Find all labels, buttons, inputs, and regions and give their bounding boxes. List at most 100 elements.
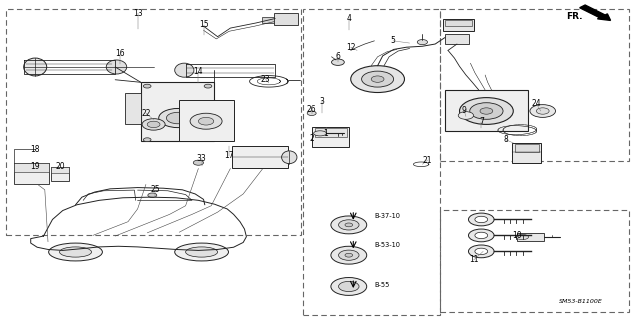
- Bar: [315, 128, 347, 137]
- Text: 19: 19: [30, 162, 40, 171]
- Ellipse shape: [186, 247, 218, 257]
- Circle shape: [143, 138, 151, 142]
- Bar: [125, 93, 141, 124]
- Circle shape: [331, 216, 367, 234]
- Ellipse shape: [175, 63, 194, 77]
- Text: FR.: FR.: [566, 12, 582, 21]
- Bar: [517, 233, 544, 241]
- Circle shape: [371, 76, 384, 82]
- Circle shape: [204, 138, 212, 142]
- Bar: [14, 163, 49, 184]
- Ellipse shape: [516, 234, 529, 240]
- Circle shape: [468, 213, 494, 226]
- Bar: [232, 146, 288, 168]
- Bar: [515, 144, 539, 152]
- Circle shape: [147, 121, 160, 128]
- Circle shape: [475, 248, 488, 255]
- Text: 12: 12: [346, 43, 355, 52]
- Bar: [262, 17, 274, 23]
- Circle shape: [480, 108, 493, 114]
- Text: 20: 20: [56, 162, 66, 171]
- Ellipse shape: [332, 59, 344, 65]
- Circle shape: [148, 193, 157, 197]
- Text: SM53-B1100E: SM53-B1100E: [559, 299, 603, 304]
- Text: 16: 16: [115, 49, 125, 58]
- Bar: [512, 143, 541, 163]
- Circle shape: [339, 281, 359, 292]
- Text: 14: 14: [193, 67, 204, 76]
- Ellipse shape: [282, 151, 297, 164]
- Circle shape: [458, 112, 474, 119]
- Circle shape: [468, 229, 494, 242]
- Circle shape: [351, 66, 404, 93]
- Circle shape: [530, 105, 556, 117]
- Ellipse shape: [314, 131, 326, 136]
- Text: 21: 21: [423, 156, 432, 165]
- Circle shape: [166, 112, 189, 124]
- Bar: [14, 163, 49, 172]
- Circle shape: [190, 113, 222, 129]
- Text: 3: 3: [319, 97, 324, 106]
- Text: 9: 9: [461, 106, 467, 115]
- Circle shape: [475, 232, 488, 239]
- Text: 33: 33: [196, 154, 207, 163]
- Bar: [440, 210, 629, 312]
- Bar: [51, 167, 69, 181]
- Text: 13: 13: [132, 9, 143, 18]
- Bar: [51, 167, 69, 173]
- Bar: [445, 34, 469, 44]
- Circle shape: [339, 250, 359, 260]
- Text: 17: 17: [224, 151, 234, 160]
- Bar: [440, 9, 629, 161]
- Ellipse shape: [24, 58, 47, 76]
- Circle shape: [345, 223, 353, 227]
- Text: 18: 18: [31, 145, 40, 154]
- Text: 23: 23: [260, 75, 271, 84]
- FancyArrow shape: [580, 5, 611, 20]
- Text: 26: 26: [307, 105, 317, 114]
- Circle shape: [536, 108, 549, 114]
- Ellipse shape: [175, 243, 228, 261]
- Text: 15: 15: [198, 20, 209, 29]
- Bar: [274, 13, 298, 25]
- Text: 10: 10: [512, 231, 522, 240]
- Circle shape: [460, 98, 513, 124]
- Bar: [445, 20, 472, 26]
- Bar: [445, 90, 528, 131]
- Ellipse shape: [49, 243, 102, 261]
- Circle shape: [204, 84, 212, 88]
- Bar: [141, 82, 214, 141]
- Circle shape: [339, 220, 359, 230]
- Circle shape: [417, 40, 428, 45]
- Text: 1: 1: [323, 129, 328, 138]
- Circle shape: [470, 103, 503, 119]
- Circle shape: [142, 119, 165, 130]
- Text: 11: 11: [469, 256, 478, 264]
- Ellipse shape: [106, 60, 127, 74]
- Text: B-37-10: B-37-10: [374, 213, 401, 219]
- Text: 6: 6: [335, 52, 340, 61]
- Text: 24: 24: [531, 99, 541, 108]
- Bar: [312, 127, 349, 147]
- Circle shape: [362, 71, 394, 87]
- Circle shape: [345, 253, 353, 257]
- Ellipse shape: [60, 247, 92, 257]
- Circle shape: [307, 111, 316, 115]
- Circle shape: [468, 245, 494, 258]
- Bar: [6, 9, 301, 235]
- Text: 2: 2: [310, 134, 315, 143]
- Text: 4: 4: [346, 14, 351, 23]
- Bar: [179, 100, 234, 141]
- Bar: [303, 9, 440, 315]
- Text: 22: 22: [141, 109, 150, 118]
- Text: 8: 8: [503, 135, 508, 144]
- Circle shape: [331, 278, 367, 295]
- Text: B-55: B-55: [374, 282, 390, 287]
- Circle shape: [193, 160, 204, 165]
- Text: B-53-10: B-53-10: [374, 242, 401, 248]
- Circle shape: [143, 84, 151, 88]
- Circle shape: [331, 246, 367, 264]
- Text: 5: 5: [390, 36, 396, 45]
- Circle shape: [198, 117, 214, 125]
- Circle shape: [159, 108, 197, 128]
